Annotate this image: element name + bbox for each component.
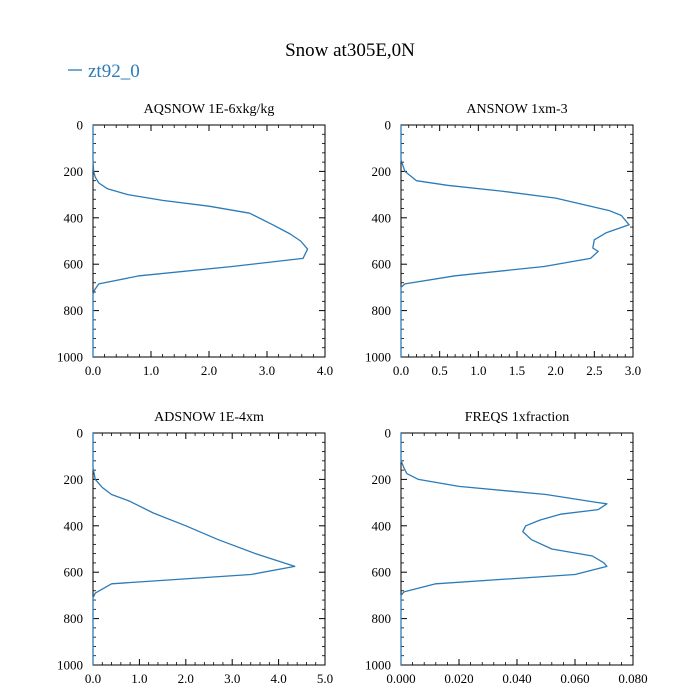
y-tick-label: 1000 <box>365 658 391 673</box>
x-tick-label: 1.0 <box>131 671 147 686</box>
x-tick-label: 0.0 <box>85 671 101 686</box>
panel-title: AQSNOW 1E-6xkg/kg <box>144 102 275 117</box>
panel-title: FREQS 1xfraction <box>465 410 570 425</box>
y-tick-label: 0 <box>385 426 392 441</box>
chart-panel-1: AQSNOW 1E-6xkg/kg 0.0 1.0 2.0 3.0 4.0 0 200 400 6… <box>57 102 333 378</box>
figure-title: Snow at305E,0N <box>285 40 415 61</box>
y-tick-label: 1000 <box>365 350 391 365</box>
y-tick-label: 400 <box>64 210 84 225</box>
y-tick-label: 0 <box>77 426 84 441</box>
y-tick-label: 1000 <box>57 350 83 365</box>
y-tick-label: 200 <box>372 164 392 179</box>
legend: zt92_0 <box>68 61 140 82</box>
x-tick-label: 0.020 <box>444 671 473 686</box>
chart-panel-3: ADSNOW 1E-4xm 0.0 1.0 2.0 3.0 4.0 5.0 0 200 400 60… <box>57 410 333 686</box>
x-tick-label: 0.040 <box>502 671 531 686</box>
y-tick-label: 600 <box>372 565 392 580</box>
series-line-zt92_0 <box>92 125 309 357</box>
series-line-zt92_0 <box>400 433 608 665</box>
x-tick-label: 5.0 <box>317 671 333 686</box>
y-tick-label: 200 <box>64 164 84 179</box>
x-tick-label: 1.0 <box>143 363 159 378</box>
x-tick-label: 2.0 <box>548 363 564 378</box>
y-tick-label: 0 <box>385 118 392 133</box>
y-tick-label: 400 <box>64 518 84 533</box>
y-tick-label: 400 <box>372 210 392 225</box>
x-tick-label: 3.0 <box>259 363 275 378</box>
x-tick-label: 1.5 <box>509 363 525 378</box>
x-tick-label: 0.0 <box>85 363 101 378</box>
y-tick-label: 600 <box>64 565 84 580</box>
x-tick-label: 3.0 <box>625 363 641 378</box>
x-tick-label: 1.0 <box>470 363 486 378</box>
y-tick-label: 400 <box>372 518 392 533</box>
y-tick-label: 800 <box>64 303 84 318</box>
x-tick-label: 0.060 <box>560 671 589 686</box>
y-tick-label: 800 <box>64 611 84 626</box>
series-line-zt92_0 <box>92 433 296 665</box>
y-tick-label: 200 <box>372 472 392 487</box>
x-tick-label: 0.0 <box>393 363 409 378</box>
panels: AQSNOW 1E-6xkg/kg 0.0 1.0 2.0 3.0 4.0 0 200 400 6… <box>57 102 648 686</box>
y-tick-label: 800 <box>372 611 392 626</box>
x-tick-label: 3.0 <box>224 671 240 686</box>
x-tick-label: 0.5 <box>432 363 448 378</box>
y-tick-label: 600 <box>372 257 392 272</box>
x-tick-label: 2.0 <box>201 363 217 378</box>
y-tick-label: 800 <box>372 303 392 318</box>
plot-frame <box>92 124 326 358</box>
y-tick-label: 0 <box>77 118 84 133</box>
series-line-zt92_0 <box>400 125 630 357</box>
x-tick-label: 0.080 <box>618 671 647 686</box>
x-tick-label: 0.000 <box>386 671 415 686</box>
panel-title: ADSNOW 1E-4xm <box>154 410 264 425</box>
legend-label: zt92_0 <box>88 61 140 82</box>
y-tick-label: 1000 <box>57 658 83 673</box>
panel-title: ANSNOW 1xm-3 <box>466 102 567 117</box>
y-tick-label: 200 <box>64 472 84 487</box>
x-tick-label: 4.0 <box>317 363 333 378</box>
y-tick-label: 600 <box>64 257 84 272</box>
plot-frame <box>400 432 634 666</box>
chart-panel-2: ANSNOW 1xm-3 0.0 0.5 1.0 1.5 2.0 2.5 3.0 0 200 400… <box>365 102 641 378</box>
plot-frame <box>400 124 634 358</box>
x-tick-label: 4.0 <box>270 671 286 686</box>
x-tick-label: 2.0 <box>178 671 194 686</box>
x-tick-label: 2.5 <box>586 363 602 378</box>
plot-frame <box>92 432 326 666</box>
chart-panel-4: FREQS 1xfraction 0.000 0.020 0.040 0.060 0.08… <box>365 410 648 686</box>
